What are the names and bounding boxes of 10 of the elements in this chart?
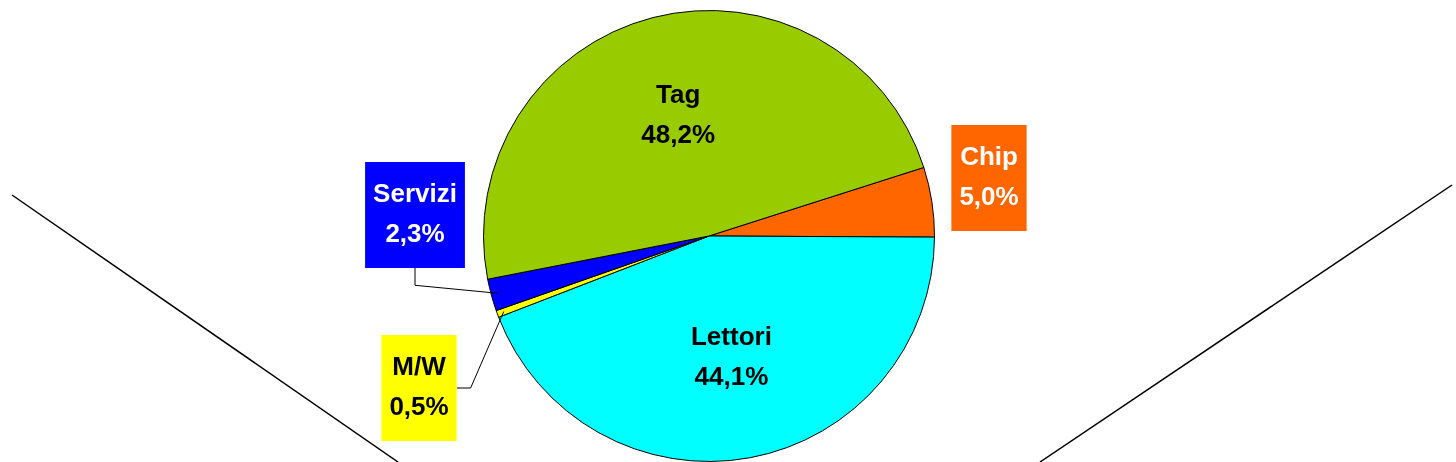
data-label: 48,2% — [641, 119, 716, 150]
data-label: 2,3% — [385, 218, 445, 249]
slice-label: Chip — [960, 141, 1018, 172]
slice-label: M/W — [392, 351, 447, 382]
data-label: 0,5% — [389, 391, 449, 422]
data-label: 5,0% — [959, 181, 1019, 212]
data-label: 44,1% — [694, 361, 769, 392]
slice-label: Servizi — [373, 178, 457, 209]
slice-label: Tag — [656, 79, 701, 110]
slice-label: Lettori — [690, 321, 772, 352]
